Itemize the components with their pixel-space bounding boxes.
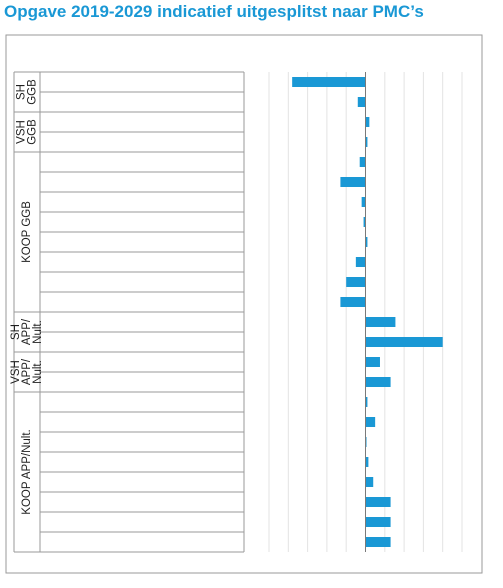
- bar: [365, 237, 368, 247]
- bar: [365, 317, 396, 327]
- group-label: VSH: [10, 360, 22, 384]
- bar: [365, 517, 391, 527]
- bar: [365, 477, 374, 487]
- bar: [365, 397, 368, 407]
- group-label: GGB: [27, 119, 39, 145]
- bar: [365, 137, 368, 147]
- group-label: Nult.: [32, 360, 44, 384]
- bar: [365, 417, 376, 427]
- group-label: APP/: [21, 318, 33, 345]
- bar: [292, 77, 366, 87]
- bar: [357, 97, 366, 107]
- chart-frame: SH GGB VSH GGB KOOP GGB SH APP/Nult. VSH APP/Nul…: [0, 27, 503, 583]
- bar: [355, 257, 366, 267]
- group-label: GGB: [27, 79, 39, 105]
- bar: [365, 357, 380, 367]
- chart-border: [5, 34, 483, 574]
- group-label: Nult.: [32, 320, 44, 344]
- group-label: APP/: [21, 358, 33, 385]
- bar: [340, 177, 366, 187]
- bar: [363, 217, 366, 227]
- bar: [359, 157, 366, 167]
- bar: [365, 457, 369, 467]
- bar: [346, 277, 366, 287]
- bar: [365, 377, 391, 387]
- bar: [365, 537, 391, 547]
- bar: [365, 497, 391, 507]
- bar: [340, 297, 366, 307]
- group-label: SH: [16, 84, 28, 100]
- bar: [361, 197, 366, 207]
- group-label: KOOP APP/Nult.: [21, 429, 33, 514]
- group-label: SH: [10, 324, 22, 340]
- group-label: KOOP GGB: [21, 201, 33, 263]
- chart-title: Opgave 2019-2029 indicatief uitgesplitst…: [4, 2, 424, 21]
- bar: [365, 337, 443, 347]
- bar: [365, 117, 370, 127]
- group-label: VSH: [16, 120, 28, 144]
